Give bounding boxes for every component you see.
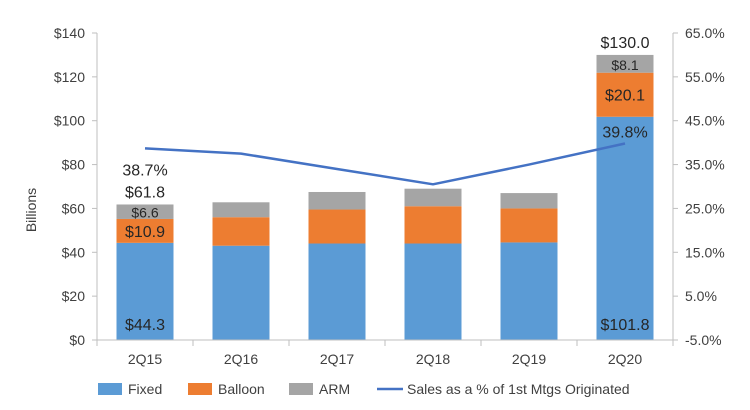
bar-arm-2q18: [404, 188, 462, 207]
data-label-balloon-2q15: $10.9: [125, 224, 165, 241]
bar-fixed-2q16: [212, 245, 270, 340]
x-tick-label: 2Q15: [128, 351, 162, 367]
y-tick-label: $20: [62, 288, 86, 304]
x-tick-label: 2Q17: [320, 351, 354, 367]
bar-fixed-2q20: [596, 116, 654, 340]
legend-swatch-balloon: [188, 383, 212, 395]
bar-fixed-2q19: [500, 242, 558, 340]
x-tick-label: 2Q18: [416, 351, 450, 367]
line-series-sales-pct: [144, 142, 626, 186]
bar-balloon-2q18: [404, 206, 462, 244]
bar-balloon-2q20: [596, 72, 654, 117]
data-label-arm-2q15: $6.6: [131, 205, 158, 221]
legend-swatch-fixed: [98, 383, 122, 395]
y-tick-label: $80: [62, 157, 86, 173]
y-tick-label: $0: [69, 332, 85, 348]
x-tick-label: 2Q20: [608, 351, 642, 367]
y2-tick-label: 25.0%: [685, 200, 725, 216]
data-label-total-2q20: $130.0: [601, 35, 650, 52]
bar-fixed-2q17: [308, 243, 366, 340]
data-label-line-2q15: 38.7%: [122, 162, 167, 179]
legend: Fixed Balloon ARM Sales as a % of 1st Mtgs …: [98, 381, 630, 397]
x-tick-label: 2Q19: [512, 351, 546, 367]
y2-tick-label: -5.0%: [685, 332, 722, 348]
y-tick-label: $60: [62, 200, 86, 216]
bar-balloon-2q17: [308, 209, 366, 244]
bar-fixed-2q18: [404, 243, 462, 340]
y-tick-label: $140: [54, 25, 85, 41]
y-tick-label: $100: [54, 113, 85, 129]
x-tick-label: 2Q16: [224, 351, 258, 367]
legend-swatch-arm: [289, 383, 313, 395]
y2-tick-label: 45.0%: [685, 113, 725, 129]
plot-area: $0 $20 $40 $60 $80 $100 $120 $140 -5.0% 5.0% 15.0%…: [54, 25, 725, 367]
y2-tick-label: 5.0%: [685, 288, 717, 304]
bar-arm-2q15: [116, 204, 174, 219]
y-axis-label: Billions: [23, 188, 39, 232]
legend-label-arm: ARM: [319, 381, 350, 397]
y-tick-label: $40: [62, 244, 86, 260]
data-label-fixed-2q20: $101.8: [601, 317, 650, 334]
bar-balloon-2q19: [500, 208, 558, 243]
bar-arm-2q17: [308, 191, 366, 210]
y2-tick-label: 15.0%: [685, 244, 725, 260]
data-label-balloon-2q20: $20.1: [605, 88, 645, 105]
y2-tick-label: 65.0%: [685, 25, 725, 41]
y2-tick-label: 35.0%: [685, 157, 725, 173]
data-label-fixed-2q15: $44.3: [125, 317, 165, 334]
legend-label-balloon: Balloon: [218, 381, 265, 397]
data-label-total-2q15: $61.8: [125, 184, 165, 201]
legend-label-fixed: Fixed: [128, 381, 162, 397]
data-label-arm-2q20: $8.1: [611, 57, 638, 73]
data-label-line-2q20: 39.8%: [602, 125, 647, 142]
y-tick-label: $120: [54, 69, 85, 85]
bar-balloon-2q16: [212, 217, 270, 246]
bar-balloon-2q15: [116, 218, 174, 243]
legend-label-line: Sales as a % of 1st Mtgs Originated: [407, 381, 630, 397]
bar-fixed-2q15: [116, 242, 174, 340]
bar-arm-2q20: [596, 54, 654, 73]
bar-arm-2q16: [212, 202, 270, 218]
y2-tick-label: 55.0%: [685, 69, 725, 85]
bar-arm-2q19: [500, 193, 558, 209]
